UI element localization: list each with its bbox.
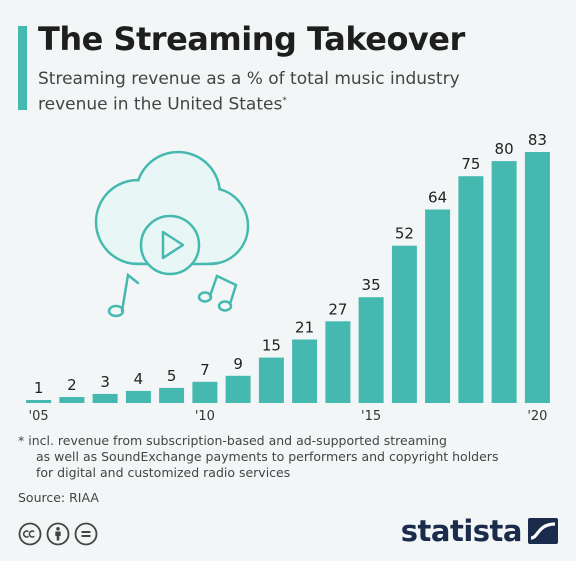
brand-name: statista xyxy=(400,514,523,548)
bar xyxy=(391,245,417,403)
cloud-illustration xyxy=(94,150,250,318)
value-labels-group: 1 2 3 4 5 7 9 15 21 27 35 52 64 75 80 83 xyxy=(34,131,547,397)
bar xyxy=(258,357,284,403)
statista-logo-icon xyxy=(528,518,558,544)
bar xyxy=(192,381,218,403)
bar-value-label: 83 xyxy=(528,131,547,149)
subtitle-marker: * xyxy=(282,96,287,106)
bar xyxy=(59,397,85,403)
bar xyxy=(159,387,185,403)
bar-value-label: 5 xyxy=(167,367,177,385)
footnote: * incl. revenue from subscription-based … xyxy=(18,433,563,481)
bar xyxy=(458,176,484,403)
bar-value-label: 3 xyxy=(100,373,110,391)
bar xyxy=(225,375,251,403)
bar xyxy=(92,393,118,403)
x-tick-labels-group: '05 '10 '15 '20 xyxy=(29,409,548,424)
bar xyxy=(125,390,151,403)
source-label: Source: RIAA xyxy=(18,490,99,505)
bar xyxy=(425,209,451,403)
subtitle-text: Streaming revenue as a % of total music … xyxy=(38,69,460,115)
play-icon xyxy=(139,214,201,276)
bar xyxy=(524,152,550,403)
statista-brand[interactable]: statista xyxy=(401,514,558,548)
bar-value-label: 15 xyxy=(262,337,281,355)
nd-icon[interactable] xyxy=(74,522,98,546)
bar-value-label: 7 xyxy=(200,361,210,379)
bar-value-label: 75 xyxy=(461,155,480,173)
bar-chart: 1 2 3 4 5 7 9 15 21 27 35 52 64 75 80 83 '05 '10 '15 '20 xyxy=(26,131,550,424)
title-accent-bar xyxy=(18,26,27,110)
bars-group xyxy=(26,152,550,403)
by-icon[interactable] xyxy=(46,522,70,546)
bar-value-label: 4 xyxy=(134,370,144,388)
bar xyxy=(26,400,52,403)
bar-value-label: 80 xyxy=(495,140,514,158)
x-tick-label: '05 xyxy=(29,409,49,424)
bar-value-label: 52 xyxy=(395,225,414,243)
bar xyxy=(358,297,384,403)
x-tick-label: '20 xyxy=(527,409,547,424)
cc-icon[interactable] xyxy=(18,522,42,546)
bar-value-label: 21 xyxy=(295,319,314,337)
bar-value-label: 9 xyxy=(233,355,243,373)
bar-value-label: 35 xyxy=(362,276,381,294)
bar xyxy=(491,161,517,403)
bar-value-label: 27 xyxy=(328,300,347,318)
footnote-line: * incl. revenue from subscription-based … xyxy=(18,433,447,448)
chart-title: The Streaming Takeover xyxy=(38,20,465,58)
license-icons xyxy=(18,522,98,546)
x-tick-label: '15 xyxy=(361,409,381,424)
music-note-icon xyxy=(107,272,238,318)
bar xyxy=(325,321,351,403)
bar-value-label: 1 xyxy=(34,379,44,397)
bar-value-label: 64 xyxy=(428,189,447,207)
bar-value-label: 2 xyxy=(67,376,77,394)
footnote-line: as well as SoundExchange payments to per… xyxy=(36,449,499,464)
x-tick-label: '10 xyxy=(195,409,215,424)
chart-subtitle: Streaming revenue as a % of total music … xyxy=(38,68,508,116)
bar xyxy=(292,339,318,403)
footnote-line: for digital and customized radio service… xyxy=(36,465,291,480)
